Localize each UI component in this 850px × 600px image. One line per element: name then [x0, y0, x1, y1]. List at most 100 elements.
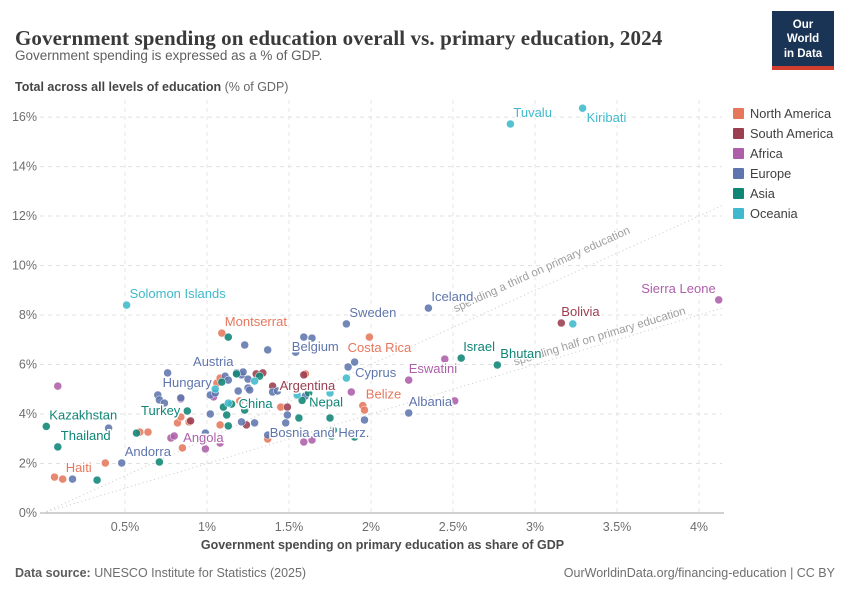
data-point[interactable] [263, 345, 272, 355]
data-point[interactable] [104, 423, 113, 433]
data-point[interactable] [50, 472, 59, 482]
data-point[interactable] [347, 387, 356, 397]
data-point[interactable] [53, 442, 63, 452]
data-point[interactable] [263, 430, 272, 440]
data-point[interactable] [53, 381, 63, 391]
data-point[interactable] [235, 396, 245, 406]
data-point[interactable] [224, 332, 233, 342]
data-point[interactable] [325, 413, 335, 423]
data-point[interactable] [404, 375, 413, 385]
data-point[interactable] [350, 432, 359, 442]
data-point[interactable] [210, 384, 220, 394]
data-point[interactable] [155, 457, 164, 467]
data-point[interactable] [360, 405, 369, 415]
data-point[interactable] [714, 295, 723, 305]
data-point[interactable] [343, 362, 353, 372]
data-point[interactable] [350, 357, 359, 367]
data-point[interactable] [291, 347, 300, 357]
data-point[interactable] [206, 409, 215, 419]
data-point[interactable] [299, 370, 309, 380]
data-point[interactable] [506, 119, 515, 129]
data-point[interactable] [329, 425, 338, 435]
data-point[interactable] [578, 103, 587, 113]
data-point[interactable] [217, 328, 227, 338]
data-point[interactable] [68, 474, 77, 484]
footer-citation[interactable]: OurWorldinData.org/financing-education |… [563, 566, 835, 580]
data-point[interactable] [237, 417, 246, 427]
data-point[interactable] [557, 318, 566, 328]
data-point[interactable] [250, 418, 259, 428]
data-point[interactable] [176, 412, 186, 422]
data-point[interactable] [325, 388, 335, 398]
data-point[interactable] [283, 380, 292, 390]
data-point[interactable] [122, 300, 131, 310]
data-point[interactable] [342, 319, 351, 329]
data-point[interactable] [309, 398, 318, 408]
data-point[interactable] [281, 418, 290, 428]
data-point[interactable] [245, 399, 254, 409]
data-point[interactable] [292, 390, 302, 400]
data-point[interactable] [240, 340, 249, 350]
data-point[interactable] [132, 428, 141, 438]
data-point[interactable] [273, 386, 282, 396]
data-point[interactable] [160, 398, 169, 408]
data-point[interactable] [232, 369, 241, 379]
data-point[interactable] [299, 332, 309, 342]
legend-item-africa[interactable]: Africa [733, 146, 833, 161]
data-point[interactable] [424, 303, 433, 313]
data-point[interactable] [365, 332, 374, 342]
data-point[interactable] [143, 427, 153, 437]
data-point[interactable] [215, 420, 225, 430]
country-label: Sierra Leone [641, 281, 715, 296]
legend-item-oceania[interactable]: Oceania [733, 206, 833, 221]
data-point[interactable] [283, 410, 292, 420]
data-point[interactable] [178, 443, 187, 453]
legend-item-europe[interactable]: Europe [733, 166, 833, 181]
data-point[interactable] [186, 416, 195, 426]
data-point[interactable] [58, 474, 67, 484]
data-point[interactable] [176, 393, 186, 403]
data-point[interactable] [42, 422, 51, 431]
data-point[interactable] [250, 376, 259, 386]
data-point[interactable] [456, 353, 466, 363]
data-point[interactable] [297, 396, 307, 405]
x-tick-label: 1.5% [275, 520, 304, 534]
data-point[interactable] [240, 405, 249, 415]
data-point[interactable] [307, 333, 317, 343]
owid-logo[interactable]: Our World in Data [772, 11, 834, 71]
data-point[interactable] [304, 388, 313, 398]
data-point[interactable] [307, 435, 317, 445]
data-point[interactable] [233, 386, 243, 396]
data-point[interactable] [224, 398, 233, 408]
data-point[interactable] [224, 421, 233, 431]
data-point[interactable] [360, 415, 369, 425]
data-point[interactable] [450, 396, 459, 406]
country-label: Cyprus [355, 365, 397, 380]
data-point[interactable] [245, 385, 254, 395]
data-point[interactable] [101, 458, 110, 468]
data-point[interactable] [217, 377, 227, 387]
data-point[interactable] [163, 368, 172, 378]
data-point[interactable] [117, 458, 126, 468]
data-point[interactable] [222, 410, 231, 420]
x-tick-label: 2% [362, 520, 380, 534]
data-point[interactable] [201, 444, 210, 454]
data-point[interactable] [404, 408, 413, 418]
data-point[interactable] [294, 413, 304, 423]
legend-item-north-america[interactable]: North America [733, 106, 833, 121]
data-point[interactable] [201, 428, 210, 438]
data-point[interactable] [440, 354, 450, 364]
data-point[interactable] [283, 402, 292, 412]
data-point[interactable] [92, 475, 102, 485]
data-point[interactable] [199, 436, 208, 446]
data-point[interactable] [183, 406, 192, 416]
legend-item-south-america[interactable]: South America [733, 126, 833, 141]
legend-item-asia[interactable]: Asia [733, 186, 833, 201]
data-point[interactable] [299, 437, 309, 447]
data-point[interactable] [169, 431, 179, 441]
data-point[interactable] [215, 438, 225, 448]
data-point[interactable] [342, 373, 351, 383]
data-point[interactable] [568, 319, 578, 329]
data-point[interactable] [493, 360, 502, 370]
